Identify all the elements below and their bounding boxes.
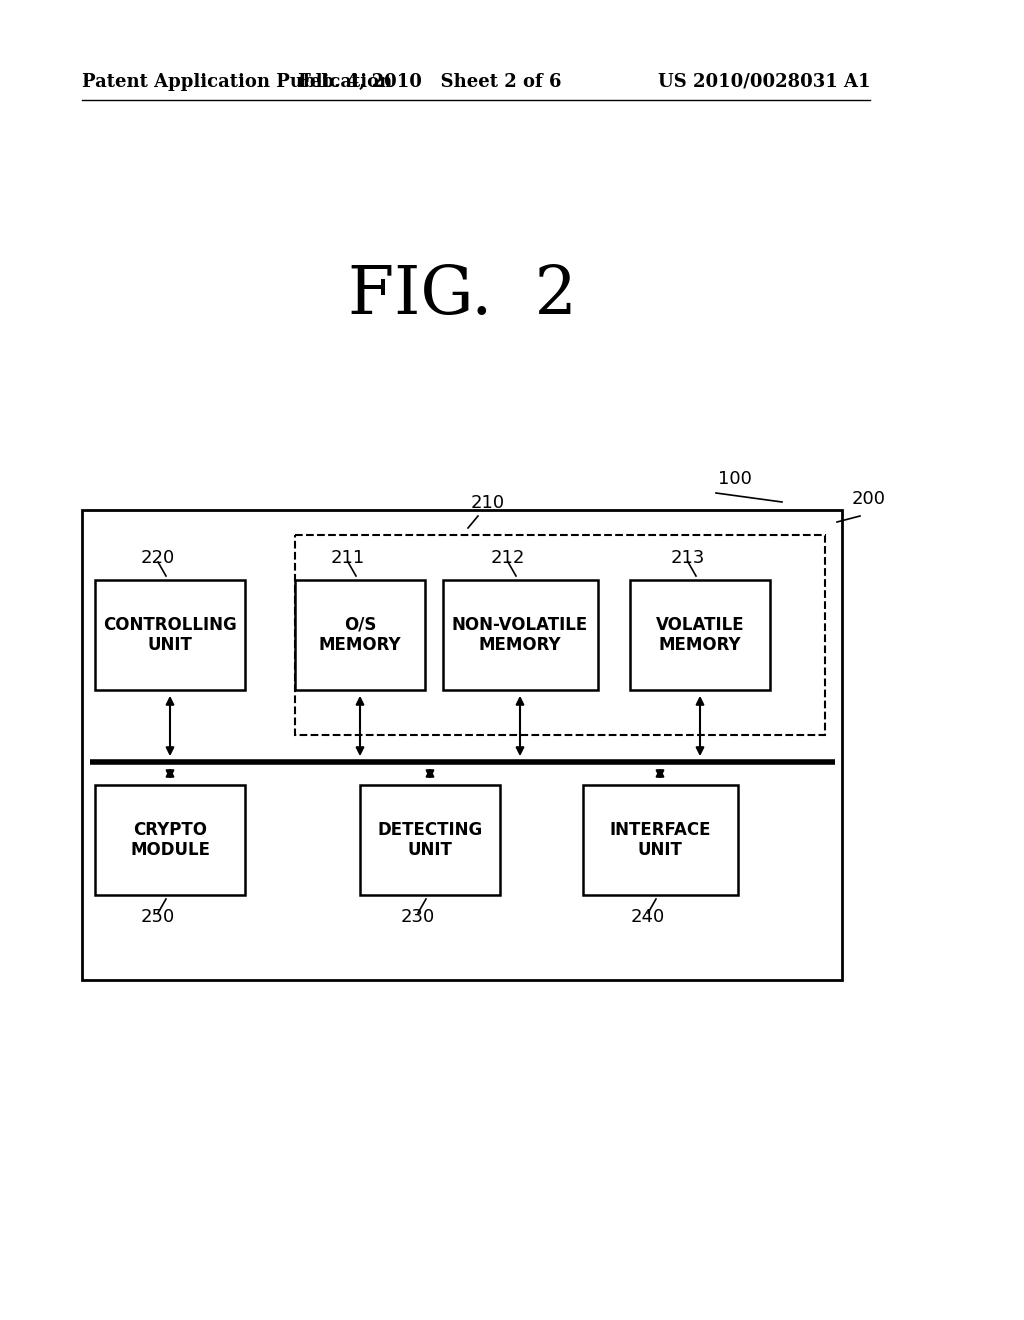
Text: FIG.  2: FIG. 2 <box>347 263 577 327</box>
Bar <box>583 785 737 895</box>
Bar <box>630 579 770 690</box>
Bar <box>295 535 825 735</box>
Text: 213: 213 <box>671 549 706 568</box>
Text: 200: 200 <box>852 490 886 508</box>
Text: 250: 250 <box>141 908 175 927</box>
Text: CRYPTO
MODULE: CRYPTO MODULE <box>130 821 210 859</box>
Bar <box>442 579 597 690</box>
Text: 100: 100 <box>718 470 752 488</box>
Text: INTERFACE
UNIT: INTERFACE UNIT <box>609 821 711 859</box>
Text: 210: 210 <box>471 494 505 512</box>
Bar <box>295 579 425 690</box>
Bar <box>95 579 245 690</box>
Text: 230: 230 <box>400 908 435 927</box>
Text: Feb. 4, 2010   Sheet 2 of 6: Feb. 4, 2010 Sheet 2 of 6 <box>298 73 562 91</box>
Text: US 2010/0028031 A1: US 2010/0028031 A1 <box>657 73 870 91</box>
Text: 212: 212 <box>490 549 525 568</box>
Bar <box>82 510 842 979</box>
Text: 220: 220 <box>141 549 175 568</box>
Text: DETECTING
UNIT: DETECTING UNIT <box>378 821 482 859</box>
Text: Patent Application Publication: Patent Application Publication <box>82 73 392 91</box>
Text: O/S
MEMORY: O/S MEMORY <box>318 615 401 655</box>
Bar <box>95 785 245 895</box>
Text: 211: 211 <box>331 549 366 568</box>
Text: VOLATILE
MEMORY: VOLATILE MEMORY <box>655 615 744 655</box>
Text: CONTROLLING
UNIT: CONTROLLING UNIT <box>103 615 237 655</box>
Bar <box>360 785 500 895</box>
Text: NON-VOLATILE
MEMORY: NON-VOLATILE MEMORY <box>452 615 588 655</box>
Text: 240: 240 <box>631 908 666 927</box>
